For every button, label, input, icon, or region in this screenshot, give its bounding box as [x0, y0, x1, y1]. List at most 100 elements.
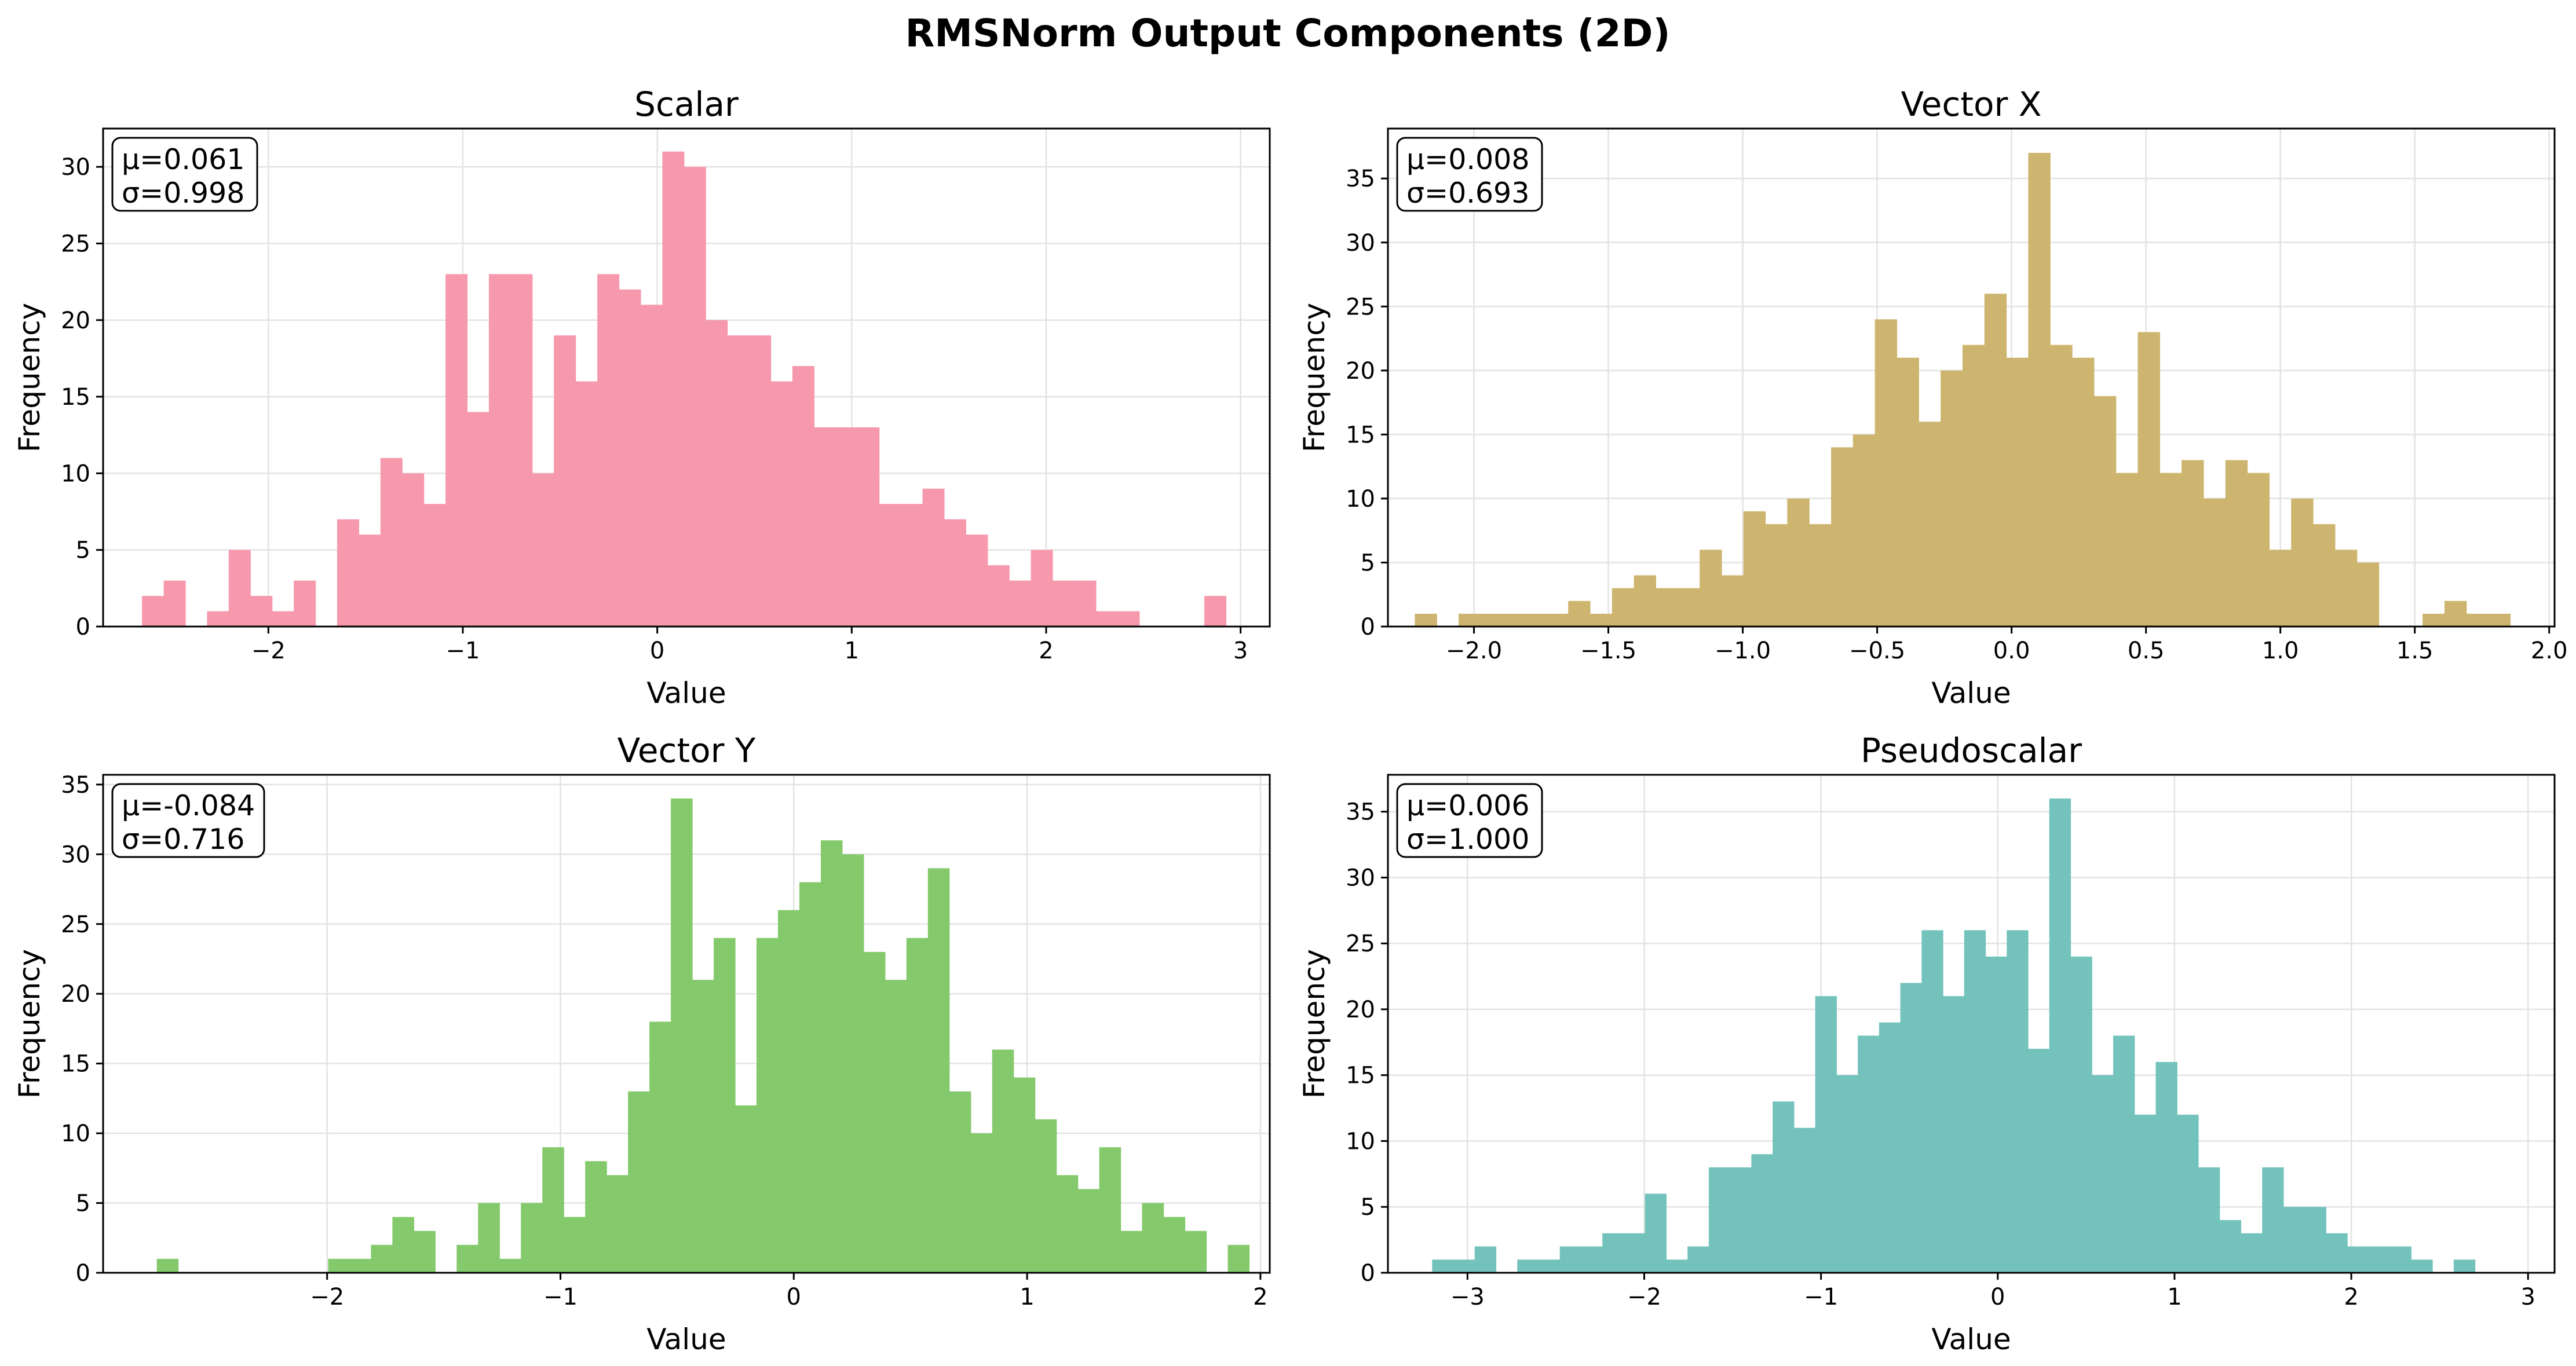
pseudoscalar-ytick-label-2: 10	[1346, 1128, 1375, 1155]
scalar-bar-4	[228, 550, 251, 627]
vector-x-axes-frame	[1387, 127, 2556, 628]
vector-y-bar-31	[820, 840, 843, 1273]
vector-x-xtick-label-1: −1.5	[1580, 638, 1636, 664]
vector-y-ytick-label-7: 35	[61, 772, 90, 799]
vector-x-bar-22	[1897, 357, 1919, 627]
panels: −2 −1 0 1 2 3051015202530ScalarValueFrequency…	[13, 85, 2568, 1356]
vector-y-bar-45	[1120, 1231, 1143, 1273]
vector-y-bar-0	[156, 1258, 179, 1273]
vector-x-bar-42	[2334, 550, 2358, 627]
scalar-bar-38	[966, 534, 988, 627]
vector-x-bar-14	[1721, 575, 1744, 627]
scalar-bar-0	[142, 596, 165, 627]
pseudoscalar-xtick-label-6: 3	[2521, 1284, 2535, 1310]
vector-y-bar-39	[992, 1049, 1014, 1273]
vector-y-stats-frame	[111, 783, 265, 858]
scalar-xtick-label-3: 1	[845, 638, 859, 664]
pseudoscalar-bar-22	[1900, 983, 1922, 1273]
scalar-xtick-label-5: 3	[1233, 638, 1248, 664]
pseudoscalar-bar-39	[2262, 1167, 2284, 1273]
scalar-bar-39	[987, 565, 1010, 627]
pseudoscalar-bar-24	[1943, 996, 1965, 1273]
scalar-bar-45	[1117, 611, 1140, 627]
vector-x-bar-29	[2050, 345, 2073, 627]
scalar-bar-16	[488, 274, 511, 627]
scalar-ylabel: Frequency	[13, 303, 46, 452]
scalar-bar-25	[684, 167, 706, 627]
vector-y-stat-std: σ=0.716	[122, 823, 244, 856]
vector-x-xlabel: Value	[1931, 676, 2011, 710]
vector-x-ytick-label-4: 20	[1346, 358, 1375, 384]
vector-x-bar-16	[1765, 524, 1788, 627]
scalar-axes-frame	[102, 127, 1271, 628]
vector-y-bar-15	[478, 1203, 500, 1273]
scalar-bar-32	[835, 427, 858, 627]
vector-x-bar-8	[1590, 613, 1613, 627]
scalar-bar-24	[662, 151, 685, 627]
vector-x-ylabel: Frequency	[1298, 303, 1331, 452]
vector-y-ytick-label-1: 5	[76, 1191, 90, 1217]
pseudoscalar-axes-frame	[1387, 774, 2556, 1274]
vector-y-bar-50	[1227, 1244, 1250, 1273]
vector-x-bar-38	[2247, 473, 2270, 627]
scalar-title: Scalar	[634, 85, 739, 124]
pseudoscalar-stat-std: σ=1.000	[1406, 823, 1529, 856]
vector-x-xtick-label-3: −0.5	[1849, 638, 1905, 664]
pseudoscalar-bar-44	[2368, 1246, 2391, 1273]
vector-y-xtick-label-0: −2	[310, 1284, 344, 1310]
vector-y-ytick-label-3: 15	[61, 1051, 90, 1078]
scalar-bar-11	[380, 457, 403, 627]
scalar-bar-49	[1204, 596, 1227, 627]
scalar-stats-frame	[111, 137, 258, 212]
vector-y-bar-11	[392, 1217, 414, 1273]
scalar-ytick-label-5: 25	[61, 230, 90, 257]
vector-y-bar-48	[1185, 1231, 1207, 1273]
vector-y-bar-47	[1163, 1217, 1186, 1273]
pseudoscalar-bar-13	[1708, 1167, 1731, 1273]
pseudoscalar-bar-26	[1985, 956, 2007, 1273]
pseudoscalar-bar-9	[1623, 1233, 1646, 1273]
scalar-bar-27	[727, 335, 750, 627]
pseudoscalar-xtick-label-5: 2	[2344, 1284, 2358, 1310]
pseudoscalar-bar-20	[1858, 1035, 1880, 1273]
scalar-bar-15	[467, 412, 489, 627]
pseudoscalar-stat-mean: μ=0.006	[1406, 789, 1530, 822]
pseudoscalar-ytick-label-1: 5	[1361, 1194, 1375, 1221]
vector-x-ytick-label-0: 0	[1361, 614, 1375, 640]
scalar-stat-std: σ=0.998	[122, 177, 244, 210]
vector-x-xtick-label-0: −2.0	[1446, 638, 1502, 664]
pseudoscalar-ytick-label-7: 35	[1346, 799, 1375, 826]
vector-x-bar-30	[2072, 357, 2095, 627]
vector-y-bar-24	[671, 798, 693, 1273]
vector-y-xtick-label-2: 0	[787, 1284, 801, 1310]
vector-x-bar-17	[1787, 498, 1810, 627]
vector-y-bar-38	[970, 1133, 993, 1273]
vector-x-bar-39	[2269, 550, 2292, 627]
vector-y-bar-36	[927, 868, 950, 1273]
scalar-bar-31	[814, 427, 836, 627]
pseudoscalar-bar-38	[2241, 1233, 2263, 1273]
vector-x-bars	[1415, 153, 2511, 627]
vector-y-ytick-label-4: 20	[61, 981, 90, 1008]
vector-y-bar-29	[777, 910, 800, 1273]
scalar-bar-14	[445, 274, 468, 627]
pseudoscalar-bar-34	[2155, 1061, 2177, 1273]
scalar-xtick-label-4: 2	[1039, 638, 1053, 664]
vector-y-ytick-label-5: 25	[61, 911, 90, 938]
scalar-bar-30	[792, 366, 814, 627]
vector-x-ytick-label-7: 35	[1346, 166, 1375, 192]
vector-x-bar-3	[1480, 613, 1503, 627]
vector-y-ytick-label-2: 10	[61, 1120, 90, 1147]
pseudoscalar-bar-23	[1921, 930, 1943, 1273]
pseudoscalar-bar-46	[2411, 1259, 2433, 1273]
pseudoscalar-bar-36	[2198, 1167, 2220, 1273]
scalar-bar-28	[749, 335, 772, 627]
vector-x-bar-32	[2115, 473, 2139, 627]
pseudoscalar-title: Pseudoscalar	[1861, 731, 2082, 770]
vector-x-bar-20	[1852, 434, 1876, 627]
vector-x-ytick-label-6: 30	[1346, 230, 1375, 257]
vector-x-stat-mean: μ=0.008	[1406, 143, 1530, 176]
